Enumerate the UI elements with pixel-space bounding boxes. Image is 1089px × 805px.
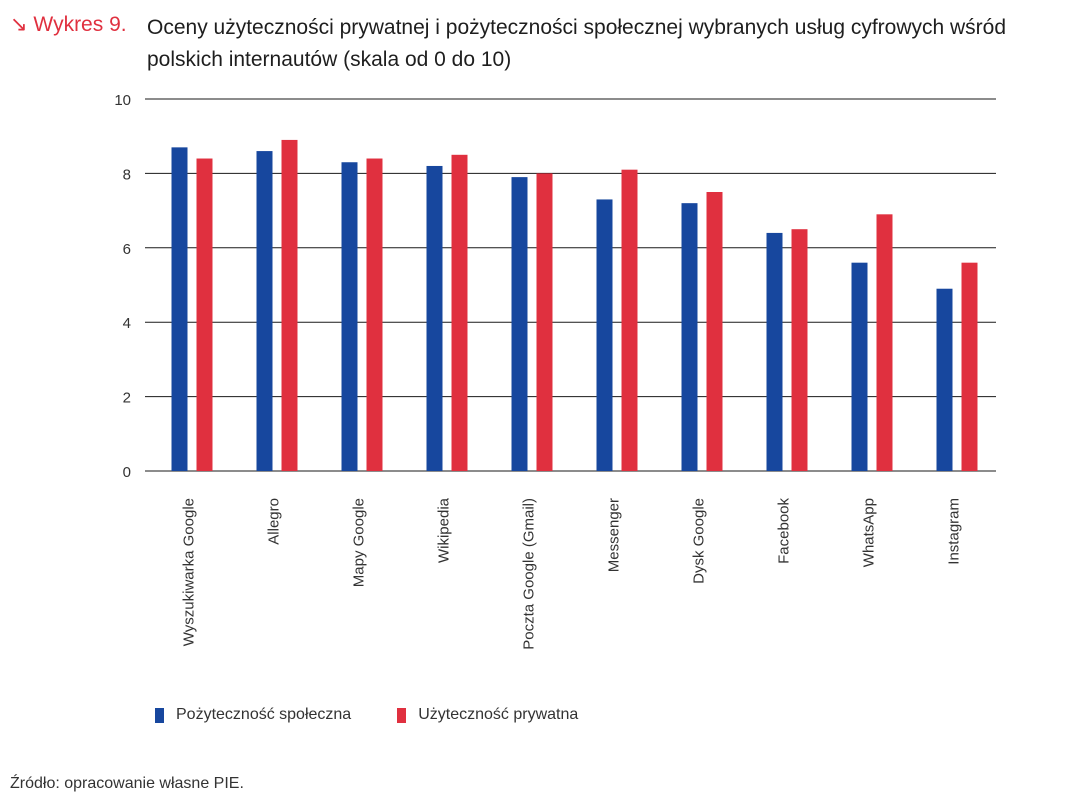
y-tick-label-10: 10 — [114, 92, 131, 109]
legend-item-prywatna: Użyteczność prywatna — [397, 706, 578, 724]
bar-prywatna-9 — [961, 262, 978, 471]
bar-spoleczna-8 — [851, 262, 868, 471]
legend-swatch-red — [397, 707, 407, 723]
x-tick-label-3: Wikipedia — [436, 497, 453, 563]
bar-prywatna-1 — [281, 139, 298, 472]
x-tick-label-8: WhatsApp — [861, 498, 878, 567]
chart-title: Oceny użyteczności prywatnej i pożyteczn… — [147, 16, 1007, 71]
bar-spoleczna-2 — [341, 162, 358, 472]
y-tick-label-4: 4 — [123, 315, 131, 332]
y-tick-label-8: 8 — [123, 166, 131, 183]
bar-spoleczna-3 — [426, 165, 443, 471]
bar-prywatna-5 — [621, 169, 638, 471]
bar-spoleczna-1 — [256, 151, 273, 471]
bar-spoleczna-5 — [596, 199, 613, 471]
bar-chart: 0 2 4 6 8 10 Wyszukiwarka Google Allegro Mapy Go… — [114, 92, 996, 650]
y-tick-label-6: 6 — [123, 241, 131, 258]
bar-prywatna-6 — [706, 192, 723, 471]
bar-prywatna-7 — [791, 229, 808, 471]
chart-legend: Pożyteczność społeczna Użyteczność prywa… — [155, 706, 578, 724]
source-note: Źródło: opracowanie własne PIE. — [10, 775, 244, 792]
x-tick-label-4: Poczta Google (Gmail) — [521, 498, 538, 650]
x-tick-label-7: Facebook — [776, 498, 793, 564]
bar-spoleczna-6 — [681, 203, 698, 471]
x-tick-label-0: Wyszukiwarka Google — [181, 498, 198, 646]
x-tick-label-9: Instagram — [946, 498, 963, 565]
x-tick-label-2: Mapy Google — [351, 498, 368, 587]
legend-swatch-blue — [155, 707, 164, 723]
bar-spoleczna-0 — [171, 147, 188, 472]
figure-label: ↘ Wykres 9. — [10, 13, 127, 36]
x-tick-label-1: Allegro — [266, 498, 283, 545]
x-tick-label-6: Dysk Google — [691, 498, 708, 584]
y-tick-label-0: 0 — [123, 464, 131, 481]
bar-spoleczna-4 — [511, 177, 528, 471]
y-tick-label-2: 2 — [123, 390, 131, 407]
bar-spoleczna-7 — [766, 232, 783, 471]
bar-prywatna-4 — [536, 173, 553, 471]
bar-prywatna-3 — [451, 154, 468, 472]
bar-prywatna-0 — [196, 158, 213, 471]
legend-label-prywatna: Użyteczność prywatna — [418, 706, 579, 723]
bar-spoleczna-9 — [936, 288, 953, 471]
legend-label-spoleczna: Pożyteczność społeczna — [176, 706, 352, 723]
x-tick-label-5: Messenger — [606, 498, 623, 572]
bar-prywatna-2 — [366, 158, 383, 471]
bar-prywatna-8 — [876, 214, 893, 471]
legend-item-spoleczna: Pożyteczność społeczna — [155, 706, 351, 724]
